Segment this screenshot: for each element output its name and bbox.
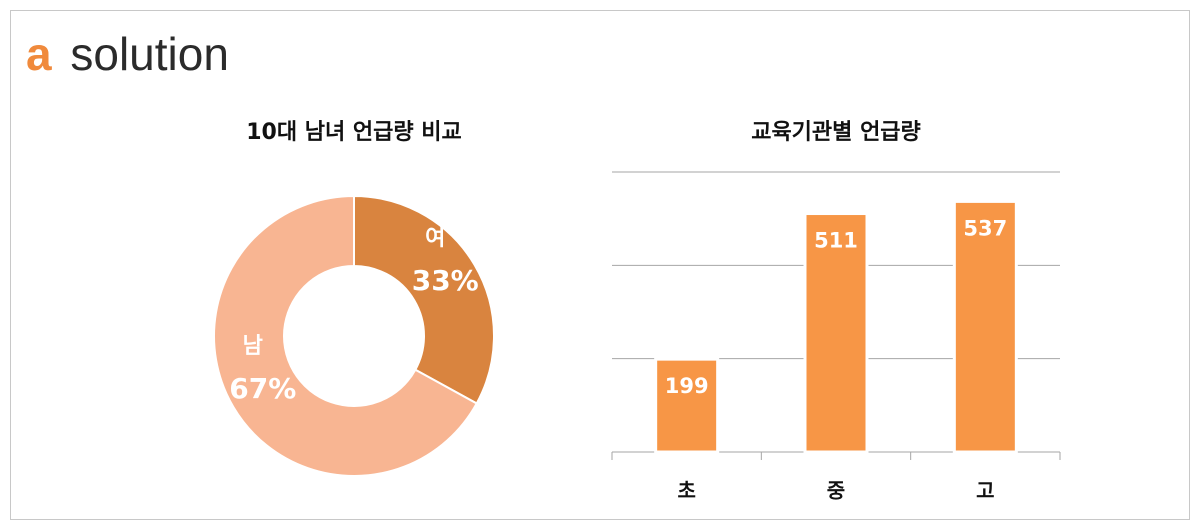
value-label: 199 [665,374,709,398]
donut-slice [213,194,479,477]
x-tick-label: 초 [677,479,695,503]
x-tick-label: 고 [976,479,994,503]
x-tick-label: 중 [827,479,845,503]
bar [952,199,1018,454]
slice-label: 33% [412,264,479,297]
slice-label: 67% [229,372,296,405]
chart-title: 교육기관별 언급량 [751,120,921,145]
logo-text: solution [70,28,229,80]
logo: a solution [26,28,229,80]
value-label: 537 [963,216,1007,240]
chart-title: 10대 남녀 언급량 비교 [246,120,462,145]
bar [803,212,869,454]
slice-name: 남 [243,334,263,359]
donut-slice [353,194,495,405]
slice-name: 여 [425,226,445,251]
value-label: 511 [814,229,858,253]
logo-mark: a [26,28,52,80]
bar [654,357,720,454]
